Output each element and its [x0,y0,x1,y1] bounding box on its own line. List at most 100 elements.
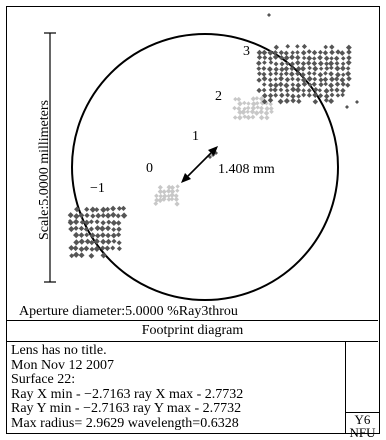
spot [161,189,167,195]
spot [254,96,260,101]
spot [253,110,260,116]
spot [264,115,270,121]
spot [99,232,106,239]
spot [89,232,96,239]
spot [306,49,312,55]
spot [317,54,323,61]
spot [262,55,268,61]
spot [306,92,312,98]
spot [240,109,247,115]
spot [73,231,80,239]
spot [335,49,341,55]
field-label-2: 2 [215,89,222,104]
spot [261,98,268,105]
spot [232,105,237,111]
spot [345,44,352,51]
spot [324,65,330,71]
spot [333,55,340,62]
spot [84,206,90,212]
info-line-ray-y: Ray Y min - −2.7163 ray Y max - 2.7732 [11,401,242,417]
spot [317,60,324,67]
spot [84,238,91,245]
spot [233,96,238,102]
spot [100,220,106,226]
spot [120,205,127,211]
spot [312,92,319,98]
spot [250,105,257,111]
spot [322,76,329,83]
spot [277,98,284,105]
spot [116,240,122,246]
spot [295,77,301,83]
spot [267,97,274,104]
spot [345,59,352,66]
spot [285,43,291,49]
spot [157,197,163,204]
spot [68,225,75,233]
spot [89,240,95,246]
spot [306,75,313,82]
spot [300,65,306,72]
spot [306,60,312,66]
spot [290,76,295,82]
spot [88,252,95,259]
spot [283,65,290,72]
spot [264,100,269,106]
spot [169,192,175,198]
spot [110,205,116,212]
spot [157,188,164,195]
spot [290,97,296,104]
spot [115,213,121,219]
spot [93,245,101,253]
spot [306,70,312,76]
spot [313,87,319,93]
info-line-date: Mon Nov 12 2007 [11,357,115,373]
spot [306,55,313,62]
info-line-max-radius: Max radius= 2.9629 wavelength=0.6328 [11,415,239,431]
spot [311,60,318,67]
spot [346,55,352,61]
info-line-title: Lens has no title. [11,343,107,358]
spot [72,245,79,252]
spot [318,77,324,83]
side-box-line2: NFU [349,425,376,440]
spot [84,212,90,219]
spot-group-2 [232,96,274,121]
spot [273,71,279,76]
spot [329,49,335,56]
spot [295,86,302,93]
spot [289,54,295,61]
spot [157,184,163,190]
spot [328,65,334,71]
spot [83,245,90,252]
spot [329,92,335,98]
spot [300,71,306,78]
spot [83,219,90,226]
spot [261,92,268,99]
spot [268,87,274,93]
spot [105,212,112,219]
spot [317,72,324,78]
spot [322,50,329,56]
spot [257,71,262,77]
footprint-plot-area: Scale:5.0000 millimeters −1 0 1 2 3 1.40… [7,7,381,327]
spot [74,206,80,213]
spot [306,88,312,93]
spot [272,54,279,60]
spot [300,50,307,56]
spot [250,114,256,120]
spot [268,101,273,107]
spot [68,244,75,251]
spot [73,225,79,231]
spot [110,211,117,218]
info-line-ray-x: Ray X min - −2.7163 ray X max - 2.7732 [11,386,244,402]
spot [311,71,317,76]
spot [267,92,274,99]
spot [295,50,300,55]
spot [73,218,80,226]
spot [285,92,291,98]
spot [78,246,85,253]
spot [295,71,301,77]
side-column: Y6 NFU [345,342,379,439]
spot [312,65,319,72]
